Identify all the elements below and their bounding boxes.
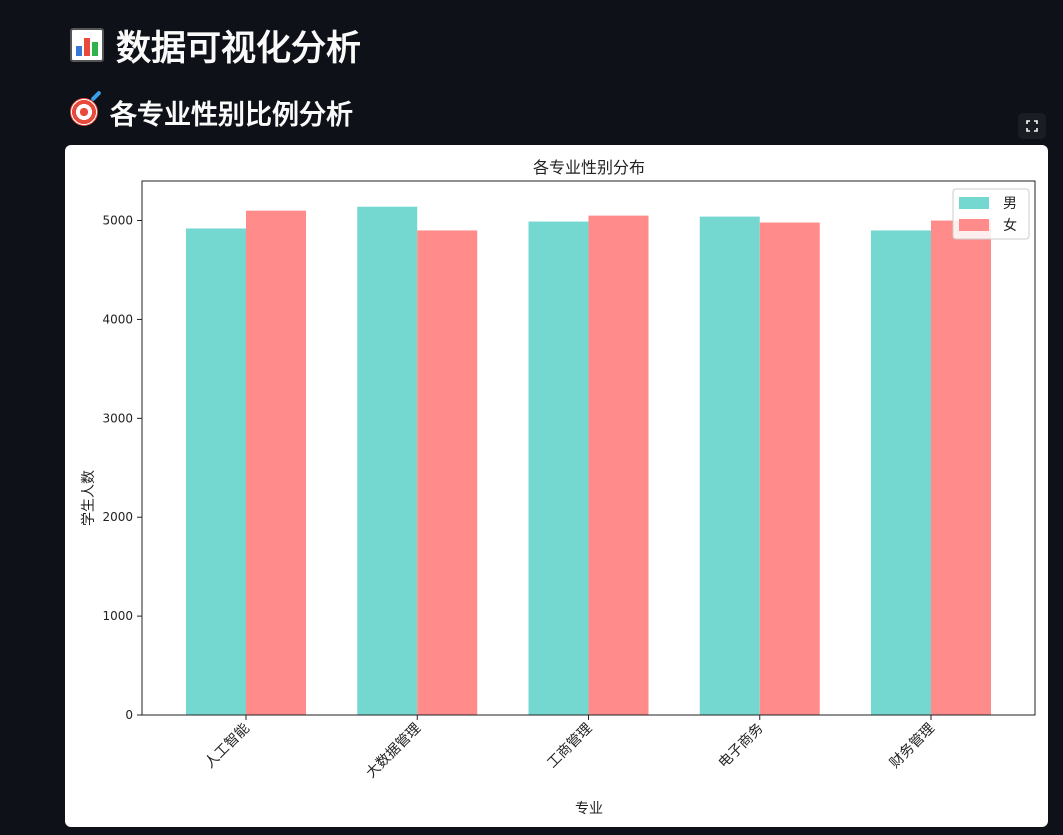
section-title: 各专业性别比例分析 <box>70 90 353 132</box>
legend-swatch-女 <box>959 219 989 231</box>
section-title-text: 各专业性别比例分析 <box>110 99 353 131</box>
bar-男-1 <box>357 206 418 715</box>
page-title: 数据可视化分析 <box>70 20 361 70</box>
x-tick-label-4: 财务管理 <box>887 721 938 772</box>
bar-男-0 <box>186 228 246 715</box>
bar-chart-emoji-icon <box>70 28 104 62</box>
bar-chart: 各专业性别分布 0 1000 2000 3000 4000 5000 人工智能 大数据管理 工商… <box>81 158 1036 817</box>
bar-女-0 <box>246 210 306 715</box>
bar-女-4 <box>931 220 991 716</box>
bar-女-1 <box>417 230 478 715</box>
bar-男-4 <box>871 230 931 715</box>
fullscreen-button[interactable] <box>1018 113 1046 139</box>
x-tick-label-0: 人工智能 <box>202 721 253 772</box>
y-tick-label-1: 1000 <box>102 609 133 623</box>
y-axis-label: 学生人数 <box>81 470 97 526</box>
x-tick-label-3: 电子商务 <box>716 721 767 772</box>
target-dart-emoji-icon <box>70 90 102 126</box>
y-tick-label-4: 4000 <box>102 312 133 326</box>
x-tick-label-1: 大数据管理 <box>363 721 424 782</box>
x-axis-label: 专业 <box>575 801 603 817</box>
legend-swatch-男 <box>959 197 989 209</box>
page-title-text: 数据可视化分析 <box>116 28 362 69</box>
y-tick-label-2: 2000 <box>102 510 133 524</box>
plot-area: 0 1000 2000 3000 4000 5000 人工智能 大数据管理 工商管理 电子商务 财务… <box>102 180 1036 782</box>
bar-男-2 <box>528 221 589 715</box>
bar-女-2 <box>588 215 649 715</box>
y-tick-label-5: 5000 <box>102 214 133 228</box>
legend-label-女: 女 <box>1003 217 1017 234</box>
chart-title: 各专业性别分布 <box>533 158 645 177</box>
legend-box <box>952 188 1030 240</box>
chart-card: 各专业性别分布 0 1000 2000 3000 4000 5000 人工智能 大数据管理 工商… <box>65 145 1048 827</box>
fullscreen-expand-icon <box>1026 120 1038 132</box>
y-tick-label-3: 3000 <box>102 411 133 425</box>
bar-男-3 <box>699 216 760 715</box>
y-tick-label-0: 0 <box>125 708 133 722</box>
legend-label-男: 男 <box>1003 196 1017 212</box>
x-tick-label-2: 工商管理 <box>544 721 595 772</box>
bar-女-3 <box>759 222 820 715</box>
